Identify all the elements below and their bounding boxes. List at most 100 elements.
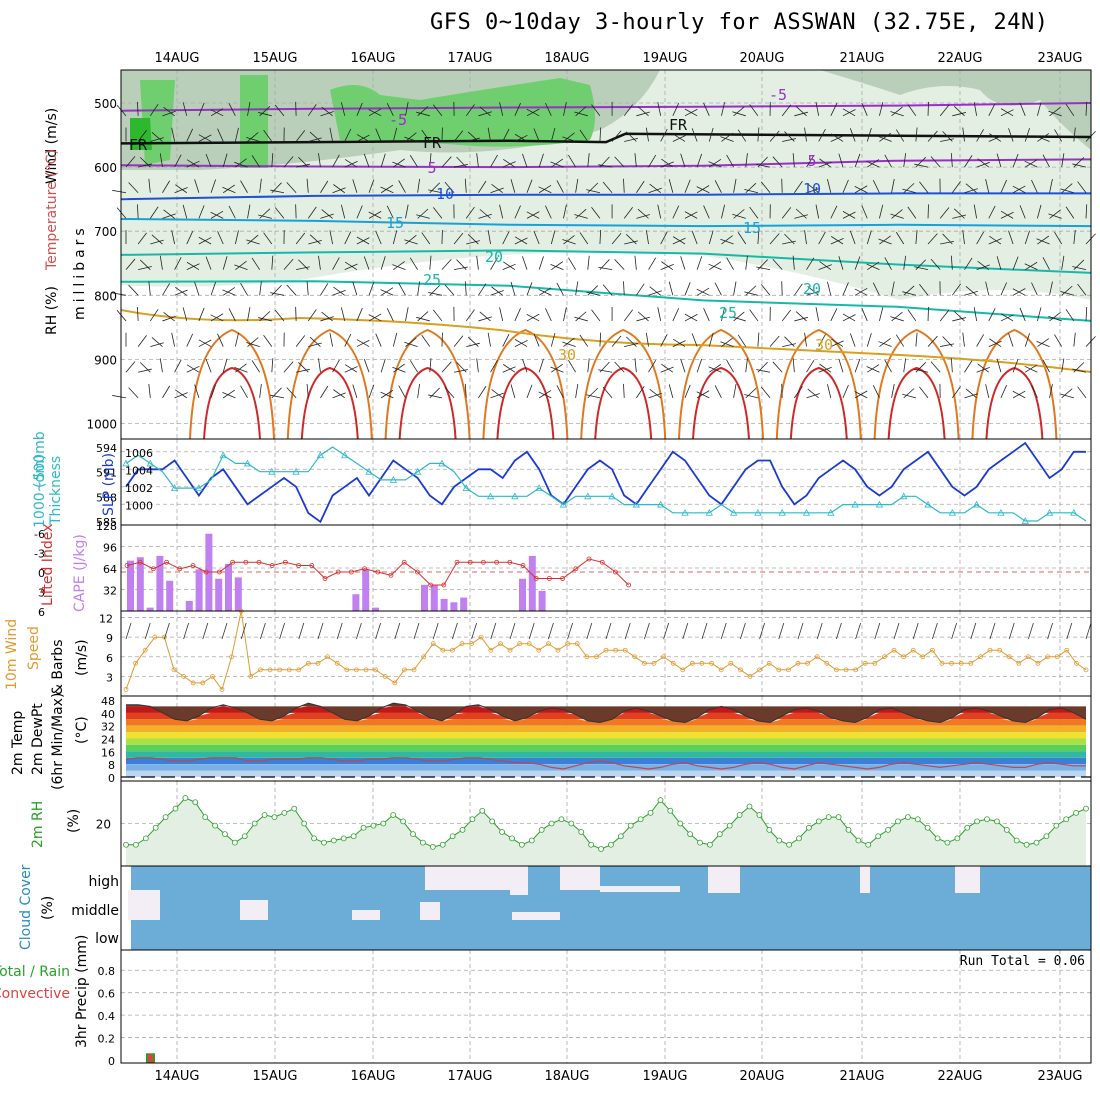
- wind-marker: [968, 660, 974, 666]
- thickness-marker: [341, 451, 349, 459]
- wind-barb-10m: [816, 622, 823, 640]
- rh2m-marker: [400, 818, 407, 825]
- wind-barb: [1025, 261, 1038, 270]
- tick-label-pressure: 1000: [86, 418, 117, 432]
- wind-barb: [514, 307, 521, 322]
- wind-barb: [502, 366, 516, 373]
- tick-label-precip: 0.2: [98, 1033, 116, 1046]
- rh2m-marker: [340, 835, 347, 842]
- wind-barb: [927, 130, 938, 142]
- wind-marker: [757, 667, 762, 673]
- rh2m-marker: [825, 814, 832, 821]
- wind-marker: [430, 641, 436, 647]
- wind-barb: [806, 393, 820, 399]
- wind-barb: [247, 234, 259, 245]
- wind-barb: [258, 214, 272, 219]
- contour-label: 30: [558, 346, 576, 364]
- wind-barb: [830, 135, 844, 142]
- rh2m-marker: [924, 824, 931, 831]
- wind-barb: [879, 307, 884, 322]
- wind-barb: [1024, 365, 1038, 373]
- wind-barb: [1037, 338, 1050, 347]
- contour-label: -5: [769, 86, 787, 104]
- wind-barb: [222, 289, 236, 296]
- wind-barb-10m: [164, 622, 170, 640]
- isotherm-40: [789, 366, 848, 440]
- thickness-marker: [1070, 508, 1078, 516]
- legend-total-rain: Total / Rain: [0, 964, 70, 980]
- rh2m-marker: [756, 812, 763, 818]
- wind-barb: [807, 286, 819, 296]
- wind-marker: [257, 667, 263, 673]
- wind-barb: [579, 129, 589, 142]
- wind-barb: [1073, 157, 1085, 168]
- wind-barb: [611, 233, 622, 245]
- wind-barb: [842, 384, 849, 399]
- li-marker: [137, 559, 143, 565]
- wind-barb: [138, 163, 152, 168]
- wind-barb: [749, 206, 759, 219]
- wind-barb: [386, 308, 394, 322]
- wind-marker: [315, 660, 321, 666]
- wind-barb: [182, 102, 188, 116]
- wind-barb: [332, 359, 340, 373]
- wind-barb: [320, 283, 329, 296]
- wind-barb-10m: [624, 622, 631, 640]
- wind-barb: [490, 392, 504, 399]
- wind-barb: [842, 108, 856, 117]
- wind-barb: [251, 257, 261, 270]
- wind-barb: [668, 384, 674, 398]
- wind-barb: [721, 204, 725, 219]
- wind-barb: [1000, 313, 1014, 322]
- wind-marker: [497, 641, 503, 647]
- wind-marker: [209, 673, 215, 679]
- wind-barb: [258, 317, 272, 322]
- wind-barb: [116, 207, 127, 219]
- wind-barb: [344, 263, 358, 271]
- wind-barb: [985, 384, 990, 398]
- wind-barb: [684, 179, 691, 193]
- wind-barb: [831, 236, 844, 245]
- wind-barb: [112, 189, 127, 194]
- wind-marker: [680, 667, 686, 673]
- rh2m-marker: [845, 826, 852, 833]
- series-lifted-index: [126, 558, 629, 586]
- cloud-gap: [352, 910, 380, 920]
- wind-barb: [838, 358, 844, 373]
- wind-barb: [194, 179, 200, 193]
- wind-barb: [599, 127, 602, 142]
- wind-barb: [368, 314, 382, 322]
- rh2m-marker: [212, 822, 218, 829]
- wind-barb: [624, 343, 638, 347]
- wind-barb: [194, 384, 200, 398]
- wind-barb: [645, 230, 649, 245]
- contour-label: -5: [389, 111, 407, 129]
- wind-barb: [1085, 204, 1088, 219]
- wind-barb: [409, 155, 418, 168]
- wind-barb: [116, 104, 127, 117]
- wind-barb: [903, 183, 915, 194]
- rh2m-marker: [123, 841, 129, 848]
- wind-barb-10m: [1066, 622, 1073, 640]
- wind-barb: [332, 154, 340, 168]
- wind-barb: [795, 208, 807, 219]
- wind-barb: [756, 164, 771, 168]
- wind-barb: [574, 316, 588, 322]
- wind-barb: [405, 337, 417, 347]
- wind-barb: [1049, 312, 1061, 322]
- rh2m-marker: [835, 814, 842, 821]
- temp-band: [126, 757, 1086, 765]
- wind-barb: [861, 205, 868, 219]
- wind-barb: [977, 363, 990, 373]
- wind-barb: [456, 156, 467, 168]
- isotherm-35: [580, 328, 667, 440]
- wind-barb: [591, 104, 601, 117]
- thickness-marker: [754, 508, 762, 516]
- wind-barb: [562, 136, 576, 142]
- wind-barb: [217, 333, 224, 347]
- wind-barb: [563, 132, 575, 142]
- wind-barb-10m: [260, 622, 266, 640]
- li-marker: [216, 569, 222, 575]
- axis-label-ms: (m/s): [74, 639, 90, 676]
- axis-label-lifted: Lifted Index: [40, 524, 56, 606]
